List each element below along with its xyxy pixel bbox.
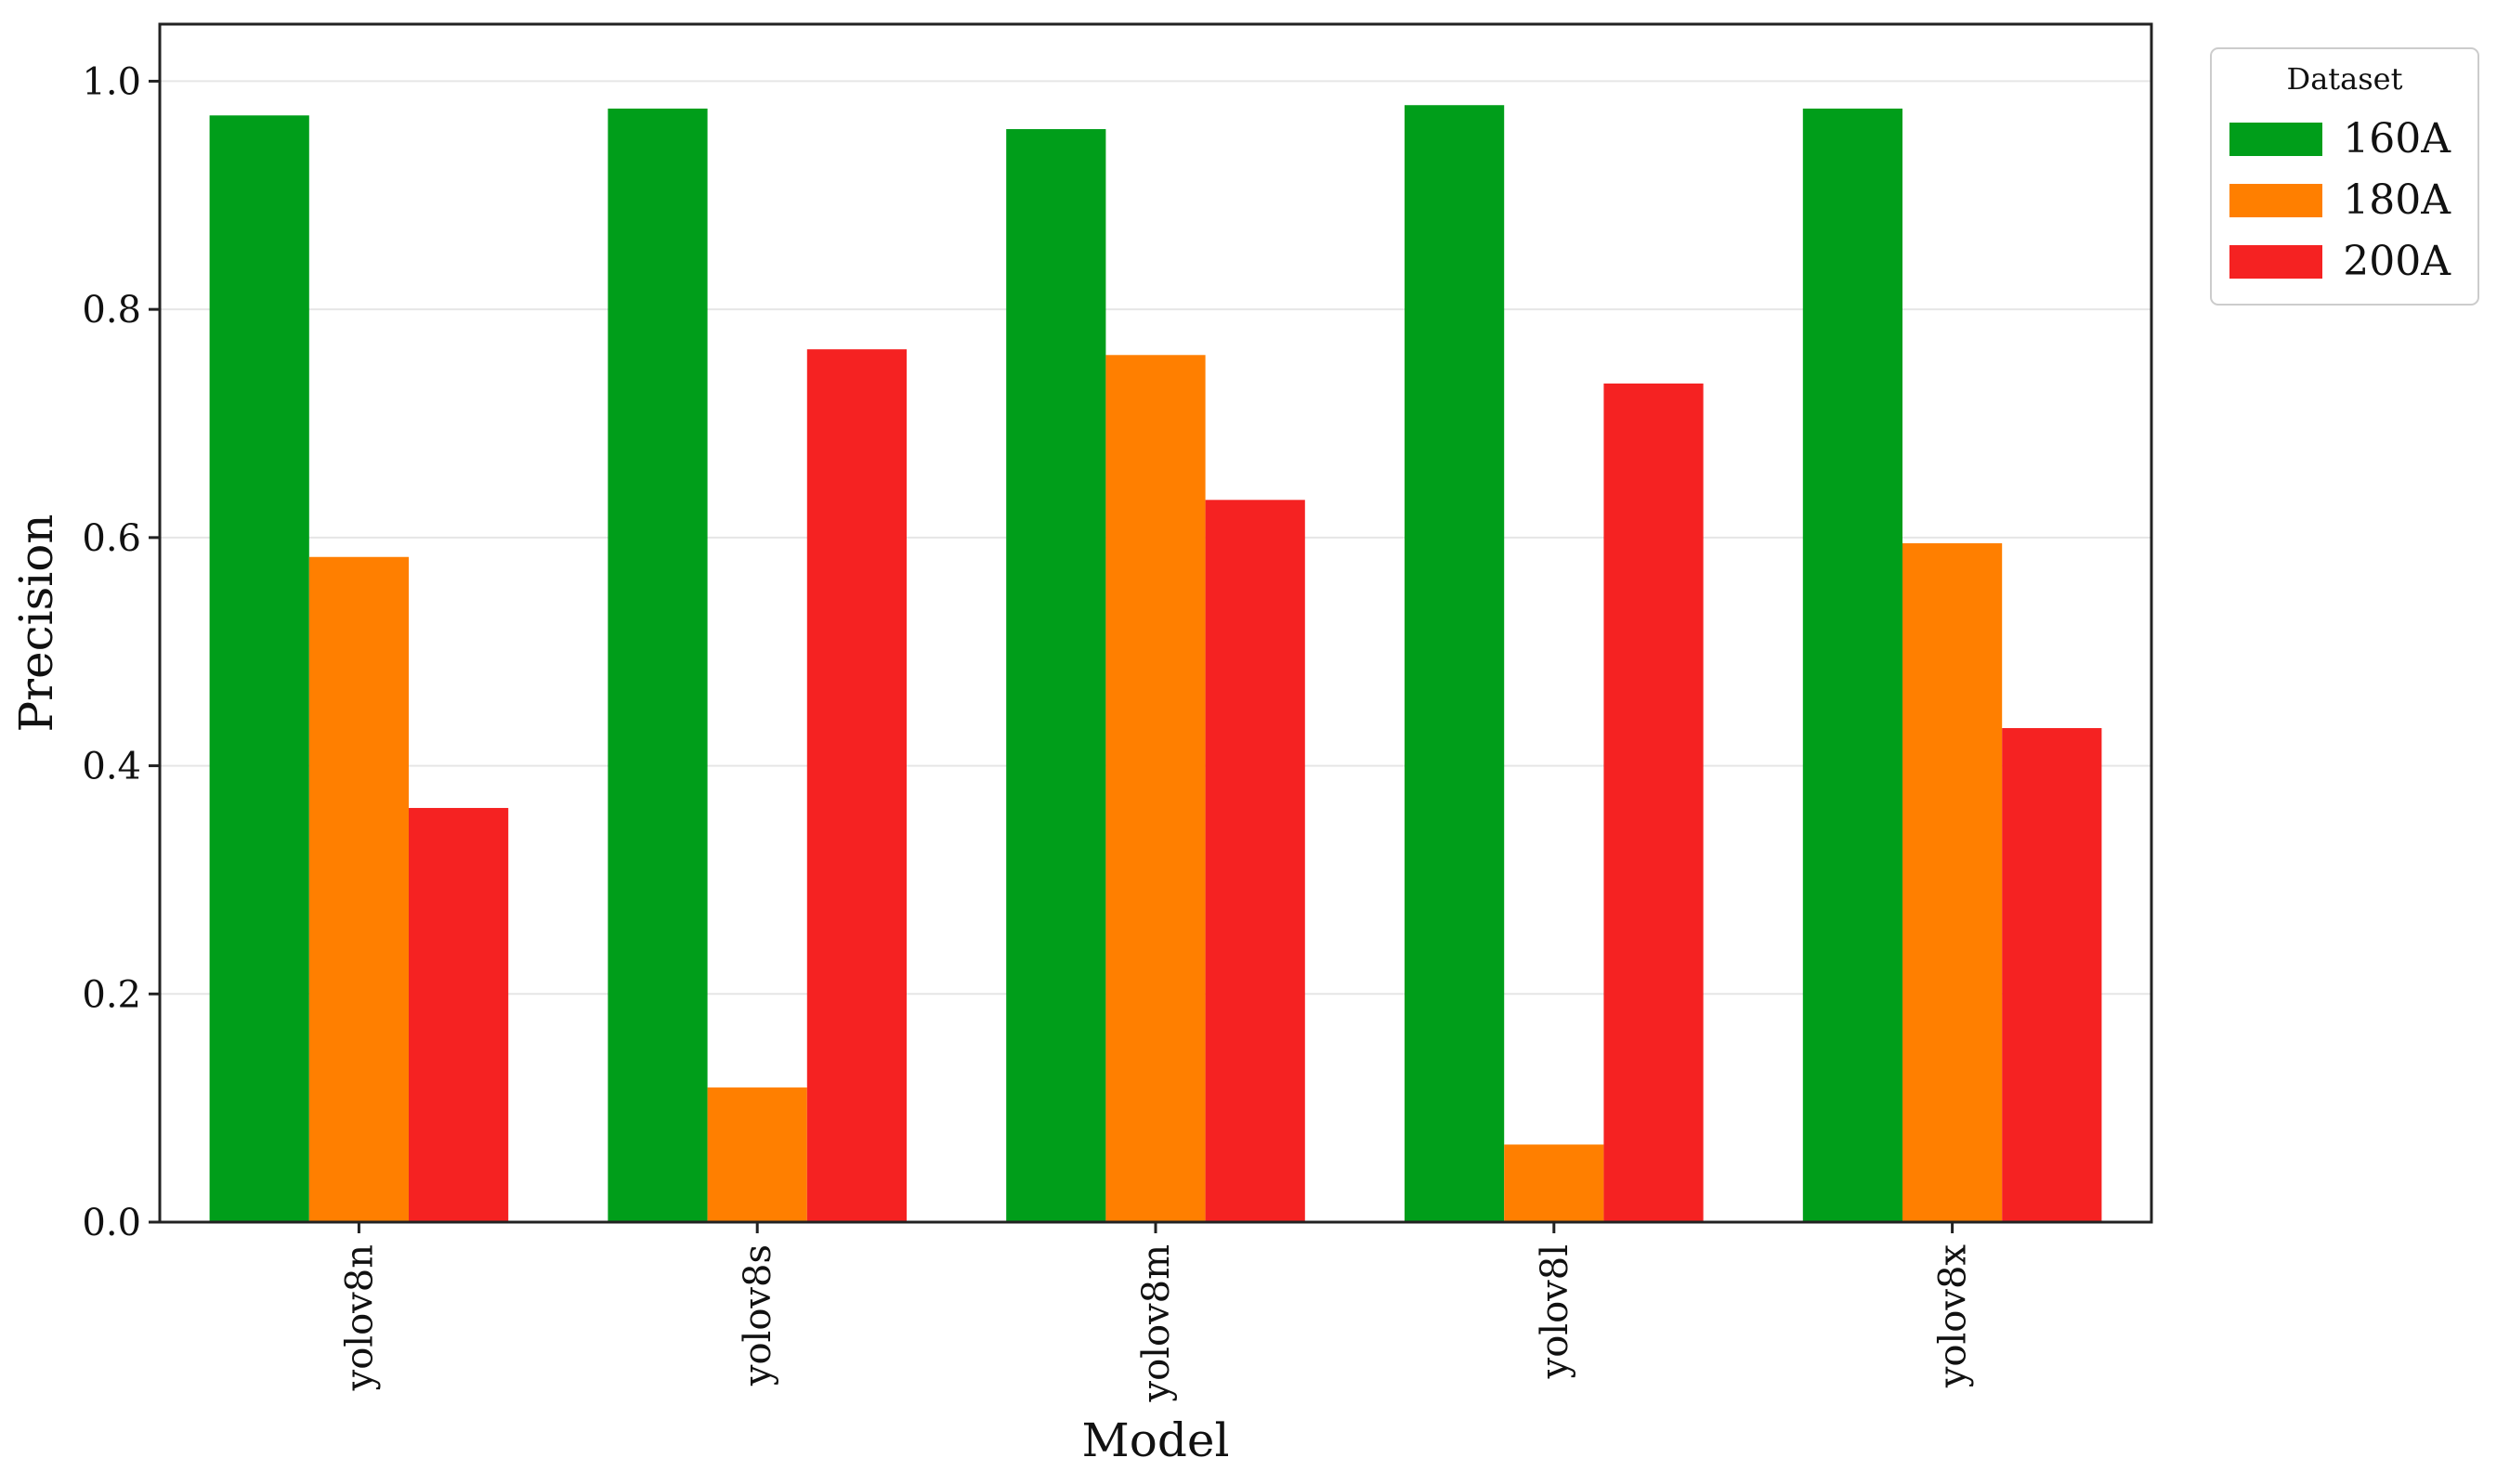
bar-200A-yolov8n: [409, 808, 509, 1222]
y-tick-label: 0.6: [82, 517, 141, 560]
y-axis-label: Precision: [9, 514, 63, 732]
legend-label-180A: 180A: [2343, 176, 2451, 224]
bar-200A-yolov8m: [1205, 500, 1305, 1222]
bar-180A-yolov8s: [707, 1087, 807, 1222]
y-axis: 0.0 0.2 0.4 0.6 0.8 1.0: [82, 60, 160, 1244]
y-tick-label: 0.8: [82, 289, 141, 332]
bar-160A-yolov8m: [1006, 129, 1106, 1222]
x-tick-label: yolov8m: [1135, 1244, 1178, 1403]
bar-160A-yolov8l: [1405, 105, 1505, 1223]
x-tick-label: yolov8n: [338, 1244, 381, 1391]
legend-items: 160A 180A 200A: [2229, 115, 2451, 285]
legend-swatch-160A: [2229, 123, 2322, 156]
legend-swatch-180A: [2229, 184, 2322, 217]
y-tick-label: 0.0: [82, 1202, 141, 1244]
legend-title: Dataset: [2287, 61, 2403, 97]
bar-160A-yolov8x: [1802, 108, 1902, 1222]
bar-180A-yolov8m: [1105, 355, 1206, 1222]
legend-label-200A: 200A: [2343, 238, 2451, 285]
y-tick-label: 0.2: [82, 973, 141, 1016]
y-tick-label: 1.0: [82, 60, 141, 103]
x-tick-label: yolov8s: [737, 1244, 779, 1386]
y-tick-label: 0.4: [82, 746, 141, 788]
bar-160A-yolov8n: [209, 115, 309, 1222]
legend: Dataset 160A 180A 200A: [2210, 47, 2479, 306]
bar-160A-yolov8s: [608, 108, 708, 1222]
legend-box: [2210, 47, 2479, 306]
bar-180A-yolov8x: [1902, 543, 2003, 1222]
legend-swatch-200A: [2229, 245, 2322, 279]
bar-200A-yolov8x: [2002, 728, 2102, 1222]
bars: [209, 105, 2102, 1223]
legend-label-160A: 160A: [2343, 115, 2451, 163]
x-tick-label: yolov8x: [1932, 1244, 1975, 1389]
x-axis: yolov8n yolov8s yolov8m yolov8l yolov8x: [338, 1222, 1975, 1403]
x-axis-label: Model: [1082, 1413, 1230, 1467]
bar-180A-yolov8l: [1504, 1144, 1604, 1222]
bar-180A-yolov8n: [308, 556, 409, 1222]
x-tick-label: yolov8l: [1534, 1244, 1576, 1379]
bar-200A-yolov8l: [1603, 384, 1704, 1222]
bar-200A-yolov8s: [806, 349, 907, 1223]
